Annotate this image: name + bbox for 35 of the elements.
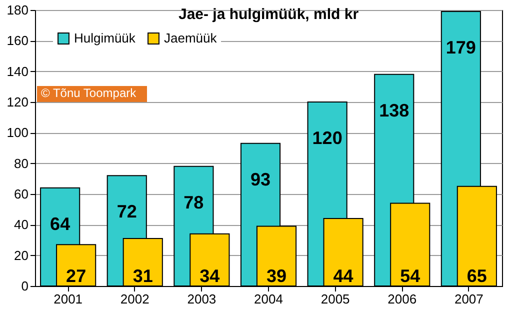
data-label: 34 (200, 266, 220, 286)
data-label: 31 (132, 266, 153, 286)
y-tick-label: 40 (14, 217, 28, 232)
annotation: © Tõnu Toompark (41, 86, 138, 100)
x-tick-label: 2005 (320, 292, 350, 306)
data-label: 65 (466, 266, 487, 286)
data-label: 39 (266, 266, 287, 286)
legend-label: Jaemüük (164, 30, 218, 46)
x-tick-label: 2001 (54, 292, 83, 306)
x-tick-label: 2002 (120, 292, 150, 306)
y-tick-label: 100 (6, 125, 28, 140)
data-label: 54 (400, 266, 420, 286)
data-label: 78 (184, 192, 204, 212)
y-tick-label: 120 (6, 94, 28, 110)
data-label: 179 (446, 38, 476, 58)
chart-title: Jae- ja hulgimüük, mld kr (178, 6, 359, 23)
y-tick-label: 140 (6, 64, 28, 79)
x-tick-label: 2003 (187, 292, 216, 306)
y-tick-label: 160 (6, 33, 28, 48)
legend-label: Hulgimüük (74, 30, 136, 46)
x-tick-label: 2007 (454, 292, 484, 306)
y-tick-label: 0 (21, 278, 28, 294)
y-tick-label: 60 (14, 186, 28, 202)
y-tick-label: 20 (14, 248, 28, 263)
x-tick-label: 2006 (388, 292, 417, 306)
y-tick-label: 180 (6, 2, 28, 18)
data-label: 120 (312, 128, 342, 148)
y-tick-label: 80 (14, 156, 28, 171)
data-label: 72 (116, 202, 137, 222)
x-tick-label: 2004 (254, 292, 283, 306)
data-label: 138 (379, 100, 410, 120)
data-label: 44 (333, 266, 354, 286)
data-label: 27 (66, 266, 86, 286)
data-label: 93 (250, 169, 271, 190)
data-label: 64 (50, 214, 70, 234)
